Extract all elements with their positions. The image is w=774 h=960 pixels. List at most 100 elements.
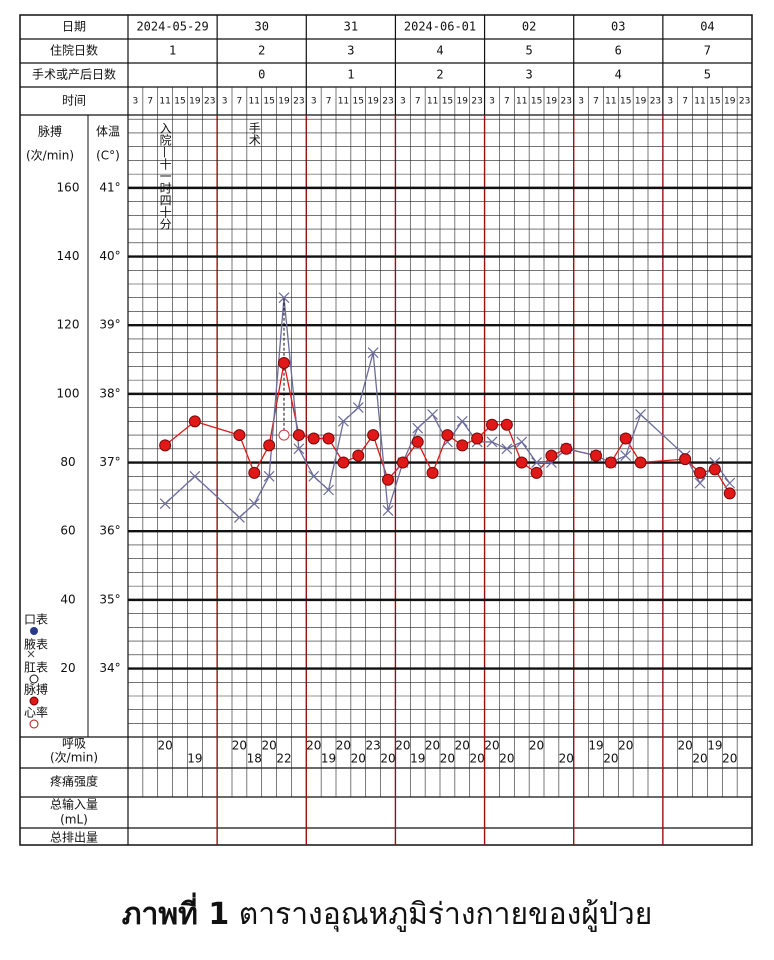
respiration-value: 20 [232, 739, 247, 753]
time-label: 11 [605, 97, 616, 107]
header-cell: 6 [615, 44, 622, 58]
series-segment [506, 441, 522, 450]
y-tick-label: 20 [60, 661, 75, 675]
time-label: 3 [489, 97, 495, 107]
series-segment [253, 475, 270, 505]
series-segment [506, 424, 523, 463]
time-label: 19 [546, 97, 558, 107]
pulse-point [590, 449, 602, 462]
pulse-point [471, 432, 484, 445]
legend-marker [27, 650, 35, 658]
temperature-cross [724, 477, 736, 489]
y2-tick-label: 41° [99, 180, 120, 194]
respiration-value: 20 [499, 752, 514, 766]
time-label: 11 [159, 97, 170, 107]
header-cell: 1 [169, 44, 176, 58]
legend-label: 口表 [24, 613, 48, 627]
annotation: 入院—十一时四十分 [158, 122, 172, 231]
temperature-cross [382, 505, 394, 517]
pulse-point [545, 449, 558, 462]
header-cell: 4 [615, 68, 622, 82]
pulse-point [292, 429, 305, 442]
pulse-point [530, 466, 543, 479]
row-label: (次/min) [50, 751, 98, 765]
legend-label: 心率 [24, 705, 48, 720]
y-tick-label: 140 [57, 249, 80, 263]
temperature-cross [263, 470, 275, 482]
series-segment [298, 448, 315, 477]
series-segment [372, 434, 389, 480]
respiration-value: 20 [306, 739, 321, 753]
respiration-value: 20 [351, 752, 366, 766]
y2-tick-label: 40° [99, 249, 120, 263]
caption-text: ตารางอุณหภูมิร่างกายของผู้ป่วย [229, 897, 652, 933]
time-label: 19 [724, 97, 736, 107]
time-label: 3 [222, 97, 228, 107]
pulse-point [679, 453, 692, 466]
y2-tick-label: 36° [99, 524, 120, 538]
respiration-value: 20 [440, 752, 455, 766]
respiration-value: 19 [707, 739, 722, 753]
column-label: (次/min) [26, 149, 74, 163]
pulse-point [619, 432, 632, 445]
pulse-point [486, 418, 498, 431]
series-segment [357, 352, 374, 408]
series-segment [640, 413, 686, 457]
pulse-point [396, 456, 409, 469]
series-segment [431, 434, 449, 474]
time-label: 3 [578, 97, 584, 107]
header-cell: 5 [704, 68, 711, 82]
respiration-value: 20 [529, 739, 544, 753]
time-label: 7 [682, 97, 688, 107]
temperature-cross [293, 443, 305, 455]
temperature-cross [234, 512, 245, 523]
header-cell: 4 [436, 44, 443, 58]
temperature-cross [531, 457, 542, 468]
caption-label: ภาพที่ 1 [122, 892, 230, 932]
time-label: 23 [204, 97, 215, 107]
respiration-value: 20 [470, 752, 485, 766]
time-label: 23 [739, 97, 750, 107]
time-label: 11 [338, 97, 349, 107]
time-label: 19 [635, 97, 647, 107]
row-label: 手术或产后日数 [32, 67, 116, 82]
time-label: 19 [189, 97, 201, 107]
caption: ภาพที่ 1 ตารางอุณหภูมิร่างกายของผู้ป่วย [122, 892, 653, 933]
legend-label: 脉搏 [24, 682, 48, 697]
time-label: 19 [457, 97, 469, 107]
respiration-value: 20 [618, 739, 633, 753]
row-label: 总排出量 [50, 831, 98, 845]
header-cell: 02 [522, 20, 536, 34]
pulse-point [248, 466, 261, 479]
respiration-value: 19 [410, 752, 425, 766]
y2-tick-label: 39° [99, 318, 120, 332]
time-label: 23 [471, 97, 482, 107]
y2-tick-label: 35° [99, 592, 120, 606]
header-cell: 31 [344, 20, 358, 34]
annotation: 手术 [247, 122, 261, 146]
y-tick-label: 160 [57, 180, 80, 194]
pulse-point [515, 456, 528, 469]
respiration-value: 19 [588, 739, 603, 753]
pulse-point [159, 439, 172, 452]
respiration-value: 20 [425, 739, 440, 753]
temperature-cross [338, 415, 349, 427]
header-cell: 1 [347, 68, 354, 82]
time-label: 15 [531, 97, 542, 107]
time-label: 3 [311, 97, 317, 107]
time-label: 15 [620, 97, 631, 107]
y2-tick-label: 34° [99, 661, 120, 675]
pulse-point [322, 432, 335, 445]
series-segment [283, 297, 300, 449]
y-tick-label: 100 [57, 386, 80, 400]
time-label: 19 [367, 97, 379, 107]
row-label: 住院日数 [50, 43, 98, 58]
time-label: 7 [147, 97, 153, 107]
time-label: 15 [174, 97, 185, 107]
series-segment [625, 414, 642, 456]
time-label: 11 [427, 97, 438, 107]
temperature-cross [516, 436, 528, 448]
pulse-point [411, 435, 424, 448]
